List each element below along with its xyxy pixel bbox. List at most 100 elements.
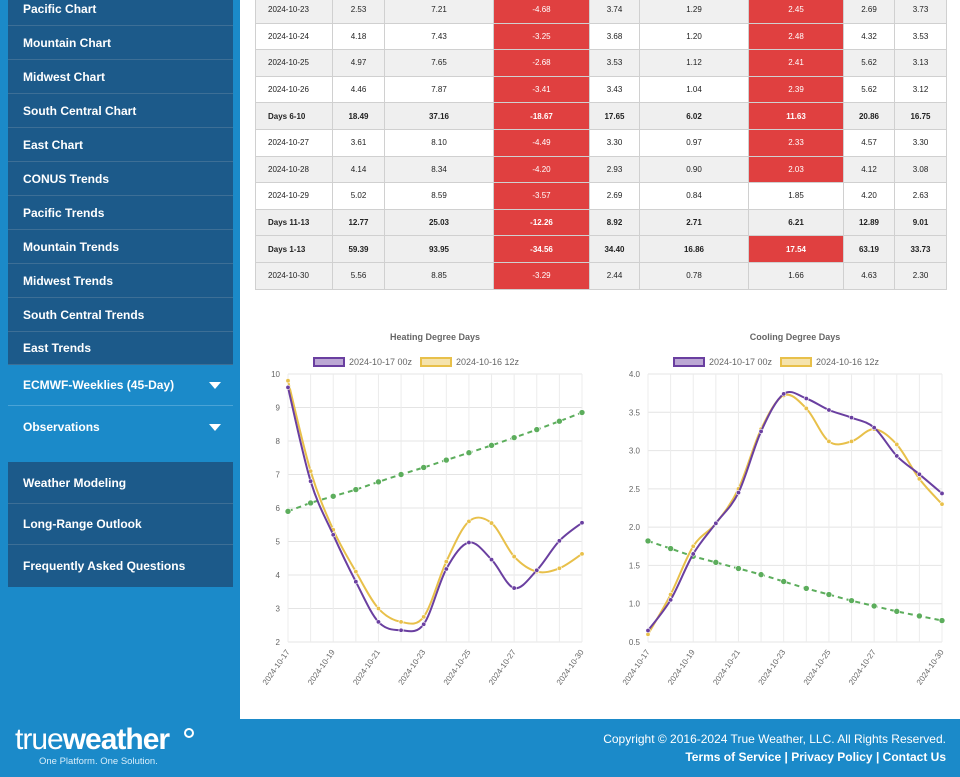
- data-point: [803, 405, 809, 411]
- data-point: [375, 605, 381, 611]
- table-row: Days 11-13 12.77 25.03 -12.26 8.92 2.71 6.21 12…: [255, 208, 947, 237]
- table-cell: 3.53: [894, 22, 947, 51]
- data-point: [353, 569, 359, 575]
- sidebar-item-south-central-trends[interactable]: South Central Trends: [8, 298, 233, 332]
- sidebar-item-label: East Trends: [23, 341, 92, 355]
- data-point: [871, 425, 877, 431]
- table-cell: -12.26: [493, 208, 590, 237]
- table-cell-date: 2024-10-30: [255, 261, 333, 290]
- table-cell: 11.63: [748, 102, 844, 130]
- footer-links: Terms of Service | Privacy Policy | Cont…: [685, 750, 946, 764]
- table-cell: 8.85: [384, 261, 494, 290]
- series-line: [287, 387, 583, 633]
- sidebar-item-pacific-chart[interactable]: Pacific Chart: [8, 0, 233, 26]
- sidebar-item-midwest-chart[interactable]: Midwest Chart: [8, 60, 233, 94]
- legend-swatch: [673, 357, 705, 367]
- table-row: Days 1-13 59.39 93.95 -34.56 34.40 16.86 17.54…: [255, 235, 947, 263]
- table-cell-date: 2024-10-28: [255, 155, 333, 184]
- data-point: [780, 578, 787, 585]
- data-point: [938, 617, 946, 624]
- privacy-link[interactable]: Privacy Policy: [791, 750, 873, 764]
- sidebar-section-observations[interactable]: Observations: [8, 406, 233, 448]
- table-cell: 12.77: [332, 208, 385, 237]
- table-cell: 6.02: [639, 102, 749, 130]
- table-cell: 6.21: [748, 208, 844, 237]
- table-cell: 3.73: [894, 0, 947, 24]
- data-point: [443, 456, 450, 464]
- sidebar-item-south-central-chart[interactable]: South Central Chart: [8, 94, 233, 128]
- separator: |: [784, 750, 788, 764]
- sidebar-item-east-chart[interactable]: East Chart: [8, 128, 233, 162]
- contact-link[interactable]: Contact Us: [882, 750, 946, 764]
- data-point: [284, 508, 292, 515]
- data-point: [713, 520, 719, 526]
- sidebar-item-label: Mountain Chart: [23, 35, 111, 50]
- table-cell: 9.01: [894, 208, 947, 237]
- table-cell: 7.21: [384, 0, 494, 24]
- table-cell: 2.44: [589, 261, 640, 290]
- sidebar-link-long-range-outlook[interactable]: Long-Range Outlook: [8, 504, 233, 545]
- logo-light-text: true: [15, 723, 64, 756]
- table-cell: 2.39: [748, 75, 844, 104]
- sidebar-link-faq[interactable]: Frequently Asked Questions: [8, 545, 233, 587]
- data-point: [712, 559, 720, 566]
- data-point: [803, 585, 810, 592]
- terms-link[interactable]: Terms of Service: [685, 750, 782, 764]
- sidebar-item-conus-trends[interactable]: CONUS Trends: [8, 162, 233, 196]
- table-cell: 5.02: [332, 182, 385, 210]
- sidebar-item-mountain-trends[interactable]: Mountain Trends: [8, 230, 233, 264]
- sidebar-link-weather-modeling[interactable]: Weather Modeling: [8, 462, 233, 504]
- table-row: 2024-10-23 2.53 7.21 -4.68 3.74 1.29 2.45 2.69 3…: [255, 0, 947, 24]
- table-cell: 18.49: [332, 102, 385, 130]
- table-cell: 2.69: [589, 182, 640, 210]
- table-cell: 0.97: [639, 128, 749, 157]
- table-cell: 8.59: [384, 182, 494, 210]
- table-cell: 5.62: [843, 75, 895, 104]
- table-cell: -18.67: [493, 102, 590, 130]
- series-line: [647, 390, 943, 632]
- data-point: [488, 442, 495, 449]
- sidebar-item-east-trends[interactable]: East Trends: [8, 332, 233, 365]
- chevron-down-icon: [209, 424, 221, 431]
- sidebar-item-pacific-trends[interactable]: Pacific Trends: [8, 196, 233, 230]
- table-cell: 4.20: [843, 182, 895, 210]
- separator: |: [875, 750, 880, 764]
- data-point: [329, 492, 337, 500]
- table-cell: 2.30: [894, 261, 947, 290]
- data-point: [466, 540, 472, 546]
- data-point: [307, 499, 314, 507]
- table-cell: 4.12: [843, 155, 895, 184]
- table-cell: 4.32: [843, 22, 895, 51]
- table-cell: 8.10: [384, 128, 494, 157]
- sidebar-section-ecmwf-weeklies[interactable]: ECMWF-Weeklies (45-Day): [8, 365, 233, 406]
- table-cell: 4.57: [843, 128, 895, 157]
- table-cell: 1.66: [748, 261, 844, 290]
- data-point: [893, 608, 901, 615]
- data-point: [916, 612, 923, 620]
- data-point: [690, 543, 696, 549]
- data-point: [578, 409, 586, 416]
- data-point: [668, 597, 674, 603]
- table-cell: 93.95: [384, 235, 494, 263]
- cdd-chart: Cooling Degree Days 2024-10-17 00z 2024-10…: [612, 322, 952, 697]
- y-tick-label: 4.0: [629, 370, 641, 379]
- sidebar-item-mountain-chart[interactable]: Mountain Chart: [8, 26, 233, 60]
- hdd-chart-svg: Heating Degree Days 2024-10-17 00z 2024-10…: [261, 332, 586, 687]
- logo[interactable]: trueweather: [15, 723, 170, 757]
- table-cell: 7.87: [384, 75, 494, 104]
- chart-title: Cooling Degree Days: [750, 332, 841, 342]
- x-tick-label: 2024-10-27: [847, 648, 878, 687]
- logo-bold-text: weather: [62, 723, 170, 756]
- data-point: [848, 597, 855, 604]
- y-tick-label: 6: [276, 504, 281, 513]
- sidebar-item-label: Midwest Trends: [23, 273, 114, 288]
- table-cell: 2.48: [748, 22, 844, 51]
- table-cell: 3.68: [589, 22, 640, 51]
- y-tick-label: 2.0: [629, 523, 641, 532]
- legend-label: 2024-10-17 00z: [709, 357, 773, 367]
- table-row: 2024-10-27 3.61 8.10 -4.49 3.30 0.97 2.33 4.57 3…: [255, 128, 947, 157]
- sidebar-item-midwest-trends[interactable]: Midwest Trends: [8, 264, 233, 298]
- table-row: Days 6-10 18.49 37.16 -18.67 17.65 6.02 11.63 2…: [255, 102, 947, 130]
- table-cell: 16.86: [639, 235, 749, 263]
- table-cell-date: 2024-10-24: [255, 22, 333, 51]
